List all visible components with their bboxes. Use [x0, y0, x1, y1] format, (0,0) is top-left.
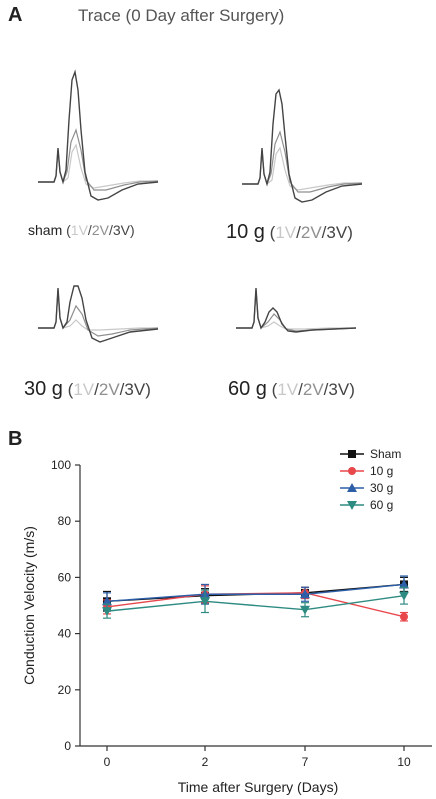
trace-10g-3v: [242, 88, 363, 203]
y-tick-label: 80: [58, 514, 72, 528]
trace-label-condition: 30 g: [24, 378, 63, 400]
series-10g: [103, 585, 408, 622]
trace-label-3v: 3V: [124, 380, 146, 399]
legend-item: Sham: [340, 447, 401, 461]
x-tick-label: 10: [397, 755, 411, 769]
trace-sham: [38, 69, 159, 201]
data-point: [400, 612, 408, 621]
trace-label-1v: 1V: [73, 380, 95, 399]
x-tick-label: 0: [104, 755, 111, 769]
traces-title: Trace (0 Day after Surgery): [78, 6, 285, 25]
trace-label-2v: 2V: [302, 380, 324, 399]
trace-label-3v: 3V: [112, 222, 130, 238]
trace-label-3v: 3V: [326, 223, 348, 242]
trace-label-1v: 1V: [275, 223, 297, 242]
legend-label: Sham: [370, 447, 401, 461]
trace-30g-3v: [38, 285, 159, 343]
legend-label: 60 g: [370, 498, 393, 512]
y-tick-label: 0: [64, 739, 71, 753]
legend-item: 10 g: [340, 464, 393, 478]
legend-item: 30 g: [340, 481, 393, 495]
data-point: [102, 596, 112, 606]
trace-sham-3v: [38, 69, 159, 201]
x-tick-label: 7: [302, 755, 309, 769]
x-axis-label: Time after Surgery (Days): [178, 779, 339, 795]
y-tick-label: 100: [51, 458, 71, 472]
data-point: [399, 579, 409, 589]
trace-label-2v: 2V: [98, 380, 120, 399]
x-tick-label: 2: [202, 755, 209, 769]
trace-label-10g: 10 g (1V/2V/3V): [226, 221, 353, 243]
trace-label-2v: 2V: [91, 222, 109, 238]
trace-60g-3v: [236, 287, 357, 333]
data-point: [102, 607, 112, 617]
series-line: [106, 583, 405, 602]
trace-label-3v: 3V: [328, 380, 350, 399]
panel-a-letter: A: [8, 4, 23, 26]
trace-label-1v: 1V: [70, 222, 88, 238]
trace-label-condition: 10 g: [226, 221, 265, 243]
data-point: [200, 597, 210, 607]
legend-marker: [347, 483, 357, 492]
trace-label-condition: 60 g: [228, 378, 267, 400]
trace-30g: [38, 285, 159, 343]
series-60g: [102, 586, 409, 619]
trace-10g: [242, 88, 363, 203]
y-tick-label: 40: [58, 627, 72, 641]
series-line: [106, 594, 405, 612]
trace-label-condition: sham: [28, 222, 63, 238]
y-tick-label: 60: [58, 570, 72, 584]
y-axis-label: Conduction Velocity (m/s): [21, 526, 37, 685]
legend-label: 30 g: [370, 481, 393, 495]
panel-b-letter: B: [8, 428, 23, 450]
trace-label-1v: 1V: [277, 380, 299, 399]
legend-marker: [347, 501, 357, 510]
y-tick-label: 20: [58, 683, 72, 697]
trace-label-30g: 30 g (1V/2V/3V): [24, 378, 151, 400]
series-line: [106, 592, 405, 618]
legend-marker: [348, 467, 356, 475]
trace-60g: [236, 287, 357, 333]
legend-marker: [348, 450, 356, 458]
trace-label-2v: 2V: [300, 223, 322, 242]
trace-label-60g: 60 g (1V/2V/3V): [228, 378, 355, 400]
data-point: [399, 591, 409, 601]
data-point: [300, 589, 310, 599]
data-point: [300, 605, 310, 615]
legend-label: 10 g: [370, 464, 393, 478]
conduction-velocity-chart: 0 20 40 60 80 100 0 2 7 10 Time after Surgery (Day…: [21, 447, 432, 795]
legend-item: 60 g: [340, 498, 393, 512]
trace-label-sham: sham (1V/2V/3V): [28, 222, 135, 238]
